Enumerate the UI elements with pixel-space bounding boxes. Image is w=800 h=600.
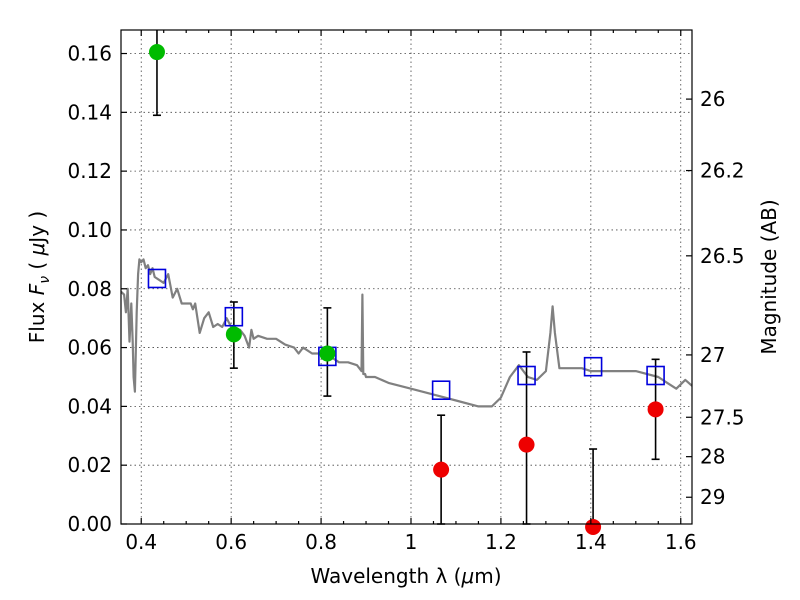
error-bars xyxy=(152,30,660,525)
upper-limit-point xyxy=(647,401,664,418)
y2-tick-label: 27.5 xyxy=(700,405,745,429)
y2-tick-label: 28 xyxy=(700,445,725,469)
x-tick-label: 1 xyxy=(405,530,418,554)
y-tick-label: 0.06 xyxy=(67,336,112,360)
upper-limit-point xyxy=(433,461,450,478)
photometry-points xyxy=(148,44,664,535)
model-band-square xyxy=(224,306,244,327)
x-tick-label: 0.8 xyxy=(305,530,337,554)
y-tick-label: 0.04 xyxy=(67,394,112,418)
model-band-square xyxy=(147,268,167,289)
y-tick-label: 0.08 xyxy=(67,277,112,301)
detection-point xyxy=(225,326,242,343)
x-axis-label: Wavelength λ (μm) xyxy=(310,564,501,588)
y2-tick-label: 26.2 xyxy=(700,159,745,183)
y-tick-label: 0.16 xyxy=(67,42,112,66)
model-band-square xyxy=(431,380,451,401)
y2-tick-label: 26 xyxy=(700,87,725,111)
model-band-markers xyxy=(147,268,665,401)
x-tick-label: 0.4 xyxy=(125,530,157,554)
ticks: 0.4 0.6 0.8 1 1.2 1.4 1.6 0.00 0.02 0.04 0.06 0.08 0… xyxy=(67,30,745,554)
x-tick-label: 1.4 xyxy=(575,530,607,554)
y-tick-label: 0.00 xyxy=(67,512,112,536)
detection-point xyxy=(148,44,165,61)
y-tick-label: 0.12 xyxy=(67,159,112,183)
y2-tick-label: 27 xyxy=(700,343,725,367)
y-tick-label: 0.02 xyxy=(67,453,112,477)
y-tick-label: 0.14 xyxy=(67,100,112,124)
model-band-square xyxy=(646,365,665,386)
model-band-square xyxy=(583,356,603,377)
grid xyxy=(121,30,692,524)
x-tick-label: 1.2 xyxy=(485,530,517,554)
upper-limit-point xyxy=(585,518,602,535)
y2-axis-label: Magnitude (AB) xyxy=(757,199,781,354)
x-tick-label: 0.6 xyxy=(215,530,247,554)
plot-frame xyxy=(120,29,693,525)
y2-tick-label: 29 xyxy=(700,485,725,509)
model-band-square xyxy=(517,365,536,386)
y-axis-label: Flux Fν ( μJy ) xyxy=(25,211,53,343)
y2-tick-label: 26.5 xyxy=(700,244,745,268)
sed-curve-layer xyxy=(121,258,692,408)
x-tick-label: 1.6 xyxy=(665,530,697,554)
sed-model-line xyxy=(121,258,692,408)
detection-point xyxy=(319,345,336,362)
upper-limit-point xyxy=(518,436,535,453)
y-tick-label: 0.10 xyxy=(67,218,112,242)
